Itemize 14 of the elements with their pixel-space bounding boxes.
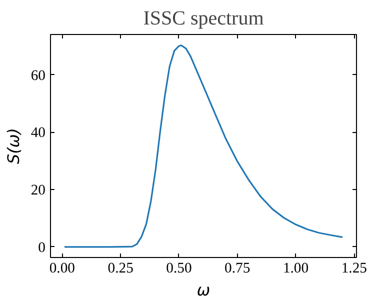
chart-title: ISSC spectrum [143, 8, 264, 30]
x-axis-title: ω [196, 280, 210, 300]
x-tick-label: 0.25 [108, 260, 134, 276]
y-tick-label: 60 [30, 68, 46, 84]
x-tick-label: 1.25 [341, 260, 367, 276]
x-tick-label: 0.75 [224, 260, 250, 276]
y-axis-title: S(ω) [4, 128, 23, 164]
y-tick-label: 40 [30, 125, 46, 142]
y-tick-label: 0 [38, 240, 46, 256]
x-tick-label: 0.00 [49, 260, 76, 276]
line-series [64, 44, 344, 248]
x-tick-label: 1.00 [282, 260, 309, 276]
y-tick-label: 20 [30, 182, 46, 199]
x-tick-label: 0.50 [166, 260, 192, 276]
